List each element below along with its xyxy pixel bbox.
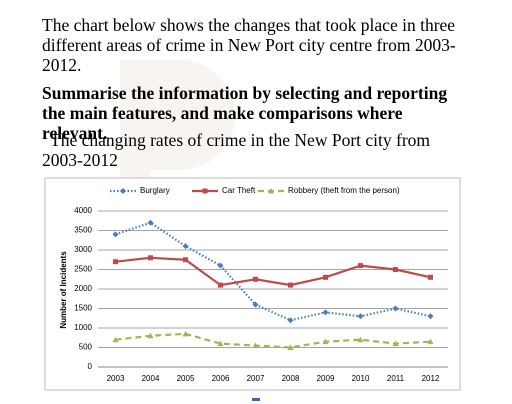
y-tick-label: 3000 [74,245,92,254]
point [392,305,399,312]
intro-text: The chart below shows the changes that t… [42,15,456,75]
point [393,267,398,272]
point [182,330,189,337]
legend-marker [202,188,208,194]
x-tick-label: 2006 [212,374,230,383]
x-tick-label: 2009 [317,374,335,383]
x-tick-label: 2004 [142,374,160,383]
y-tick-label: 4000 [74,206,92,215]
point [217,340,224,347]
point [112,231,119,238]
chart-title: The changing rates of crime in the New P… [42,130,431,170]
point [288,282,293,288]
y-tick-label: 1500 [74,304,92,313]
x-tick-label: 2012 [422,374,440,383]
x-tick-label: 2003 [107,374,125,383]
instruction-text: Summarise the information by selecting a… [42,83,448,143]
chart-frame [44,177,461,391]
y-tick-label: 3500 [74,226,92,235]
point [252,342,259,349]
point [148,255,153,261]
y-tick-label: 500 [79,343,93,352]
point [357,313,364,320]
legend-marker [268,188,274,194]
point [113,259,118,265]
point [358,263,363,269]
point [147,332,154,339]
series-line [115,256,431,287]
y-axis-label: Number of Incidents [59,251,68,329]
cursor-mark [252,398,260,401]
point [112,336,119,343]
point [323,274,328,280]
point [428,274,433,280]
point [217,262,224,269]
legend-marker [120,188,126,194]
point [182,243,189,250]
legend-label: Car Theft [222,186,256,195]
y-tick-label: 2500 [74,265,92,274]
series-line [115,221,431,322]
x-tick-label: 2005 [177,374,195,383]
series-line [115,332,431,349]
legend-label: Robbery (theft from the person) [288,186,400,195]
point [322,309,329,316]
point [253,276,258,282]
y-tick-label: 2000 [74,284,92,293]
point [252,301,259,308]
point [392,340,399,347]
point [183,257,188,263]
x-tick-label: 2011 [387,374,405,383]
point [218,282,223,288]
y-tick-label: 1000 [74,323,92,332]
x-tick-label: 2007 [247,374,265,383]
point [322,338,329,345]
point [427,338,434,345]
point [147,219,154,226]
point [357,336,364,343]
y-tick-label: 0 [88,362,93,371]
point [287,317,294,324]
legend-label: Burglary [140,186,170,195]
point [287,344,294,350]
x-tick-label: 2008 [282,374,300,383]
x-tick-label: 2010 [352,374,370,383]
point [427,313,434,320]
